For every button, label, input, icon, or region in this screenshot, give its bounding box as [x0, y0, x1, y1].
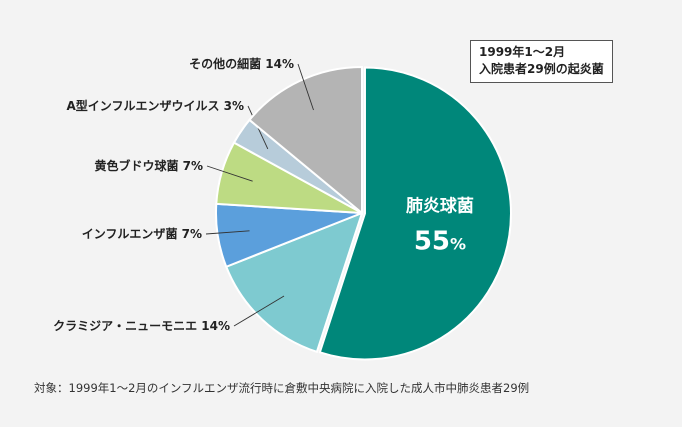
slice-label-5: その他の細菌 14%	[189, 56, 294, 71]
slice-label-4: A型インフルエンザウイルス 3%	[67, 98, 244, 113]
leader-line-5	[297, 63, 314, 111]
pie-slice-0	[318, 66, 512, 361]
slice-label-1: クラミジア・ニューモニエ 14%	[53, 319, 230, 333]
caption-line-2: 入院患者29例の起炎菌	[479, 62, 604, 76]
leader-line-3	[206, 165, 253, 182]
leader-line-1	[233, 295, 285, 327]
pie-slice-1	[224, 211, 364, 354]
chart-caption-box: 1999年1～2月 入院患者29例の起炎菌	[470, 40, 613, 83]
leader-line-2	[205, 230, 250, 235]
slice-label-2: インフルエンザ菌 7%	[82, 226, 202, 241]
slice-label-3: 黄色ブドウ球菌 7%	[94, 158, 203, 173]
slice-label-0: 肺炎球菌	[406, 196, 474, 216]
pie-slice-5	[248, 65, 363, 216]
caption-line-1: 1999年1～2月	[479, 45, 566, 59]
footnote: 対象：1999年1～2月のインフルエンザ流行時に倉敷中央病院に入院した成人市中肺…	[34, 381, 530, 395]
slice-value-0: 55%	[414, 226, 466, 256]
